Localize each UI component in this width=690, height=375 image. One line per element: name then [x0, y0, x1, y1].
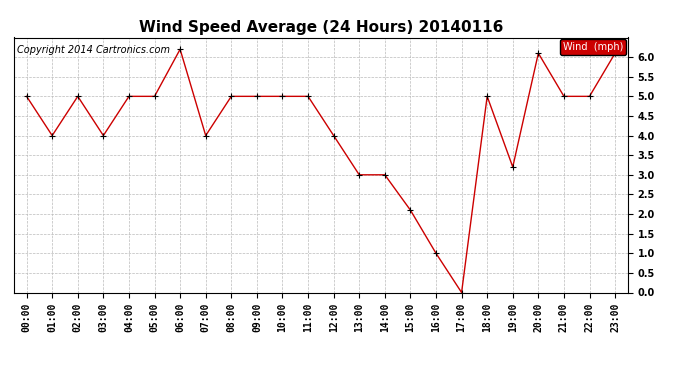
Legend: Wind  (mph): Wind (mph) [560, 39, 626, 55]
Title: Wind Speed Average (24 Hours) 20140116: Wind Speed Average (24 Hours) 20140116 [139, 20, 503, 35]
Text: Copyright 2014 Cartronics.com: Copyright 2014 Cartronics.com [17, 45, 170, 55]
